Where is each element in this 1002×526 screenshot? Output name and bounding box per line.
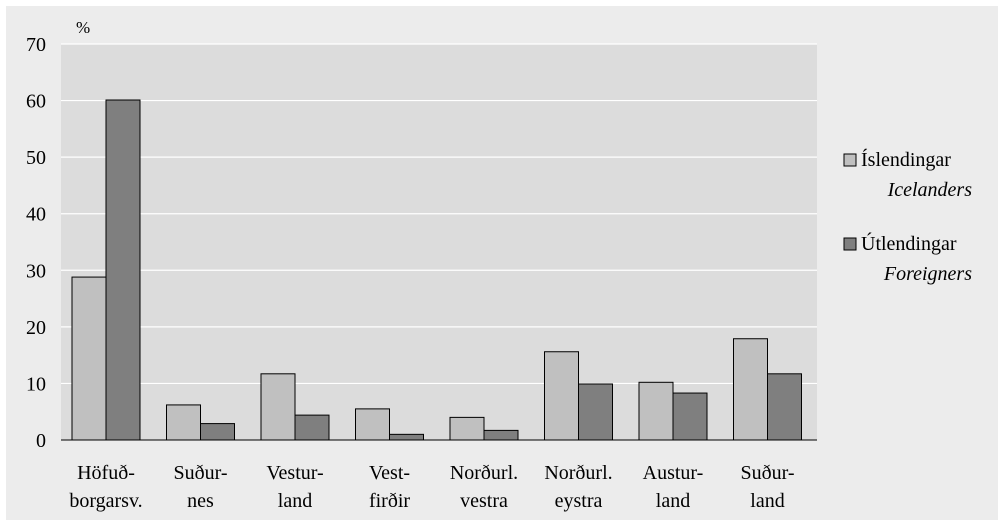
category-label: vestra xyxy=(460,490,508,512)
legend-swatch xyxy=(843,237,857,251)
bar-icelanders xyxy=(638,381,674,441)
category-label: Suður- xyxy=(740,462,794,484)
category-label: land xyxy=(750,490,784,512)
category-label: Höfuð- xyxy=(77,462,135,484)
bar-foreigners xyxy=(200,423,235,441)
category-label: Suður- xyxy=(173,462,227,484)
bar-foreigners xyxy=(105,99,141,441)
legend-label: Útlendingar xyxy=(861,231,957,255)
legend-label: Íslendingar xyxy=(861,148,951,171)
legend-sublabel: Icelanders xyxy=(887,179,973,201)
category-labels: Höfuð-borgarsv. Suður-nes Vestur-land Vest-… xyxy=(69,462,794,512)
legend-swatch xyxy=(843,153,857,167)
bar-icelanders xyxy=(449,416,485,441)
category-label: Vestur- xyxy=(266,462,323,484)
plot-area xyxy=(61,44,817,440)
bar-foreigners xyxy=(578,383,613,441)
y-tick-label: 60 xyxy=(26,91,46,113)
gridlines xyxy=(61,43,817,440)
category-label: Norðurl. xyxy=(450,462,518,484)
category-label: nes xyxy=(187,490,214,512)
y-tick-label: 70 xyxy=(26,34,46,56)
bar-foreigners xyxy=(672,392,708,441)
y-tick-label: 10 xyxy=(26,373,46,395)
bar-icelanders xyxy=(544,351,579,441)
y-tick-label: 50 xyxy=(26,147,46,169)
y-unit-label: % xyxy=(76,18,90,37)
chart-panel: 0 10 20 30 40 50 60 70 Höfuð-borgarsv. Suður-nes… xyxy=(6,6,998,520)
category-label: Austur- xyxy=(643,462,704,484)
bar-icelanders xyxy=(260,373,296,441)
category-label: borgarsv. xyxy=(69,490,142,512)
y-tick-label: 30 xyxy=(26,260,46,282)
bar-foreigners xyxy=(389,433,424,441)
bars xyxy=(71,99,802,441)
category-label: land xyxy=(278,490,312,512)
bar-icelanders xyxy=(71,276,107,441)
y-tick-label: 0 xyxy=(36,430,46,452)
legend: Íslendingar Icelanders Útlendingar Foreigne… xyxy=(843,148,973,285)
bar-icelanders xyxy=(166,404,201,441)
y-tick-label: 40 xyxy=(26,204,46,226)
bar-icelanders xyxy=(733,338,768,441)
y-tick-label: 20 xyxy=(26,317,46,339)
category-label: Vest- xyxy=(369,462,410,484)
category-label: land xyxy=(656,490,690,512)
category-label: eystra xyxy=(555,490,603,512)
bar-icelanders xyxy=(355,408,390,441)
bar-foreigners xyxy=(294,414,330,441)
category-label: Norðurl. xyxy=(544,462,612,484)
category-label: firðir xyxy=(369,490,410,512)
legend-sublabel: Foreigners xyxy=(883,263,972,285)
bar-chart: 0 10 20 30 40 50 60 70 Höfuð-borgarsv. Suður-nes… xyxy=(26,18,973,512)
y-tick-labels: 0 10 20 30 40 50 60 70 xyxy=(26,34,46,452)
bar-foreigners xyxy=(483,429,519,441)
bar-foreigners xyxy=(767,373,802,441)
